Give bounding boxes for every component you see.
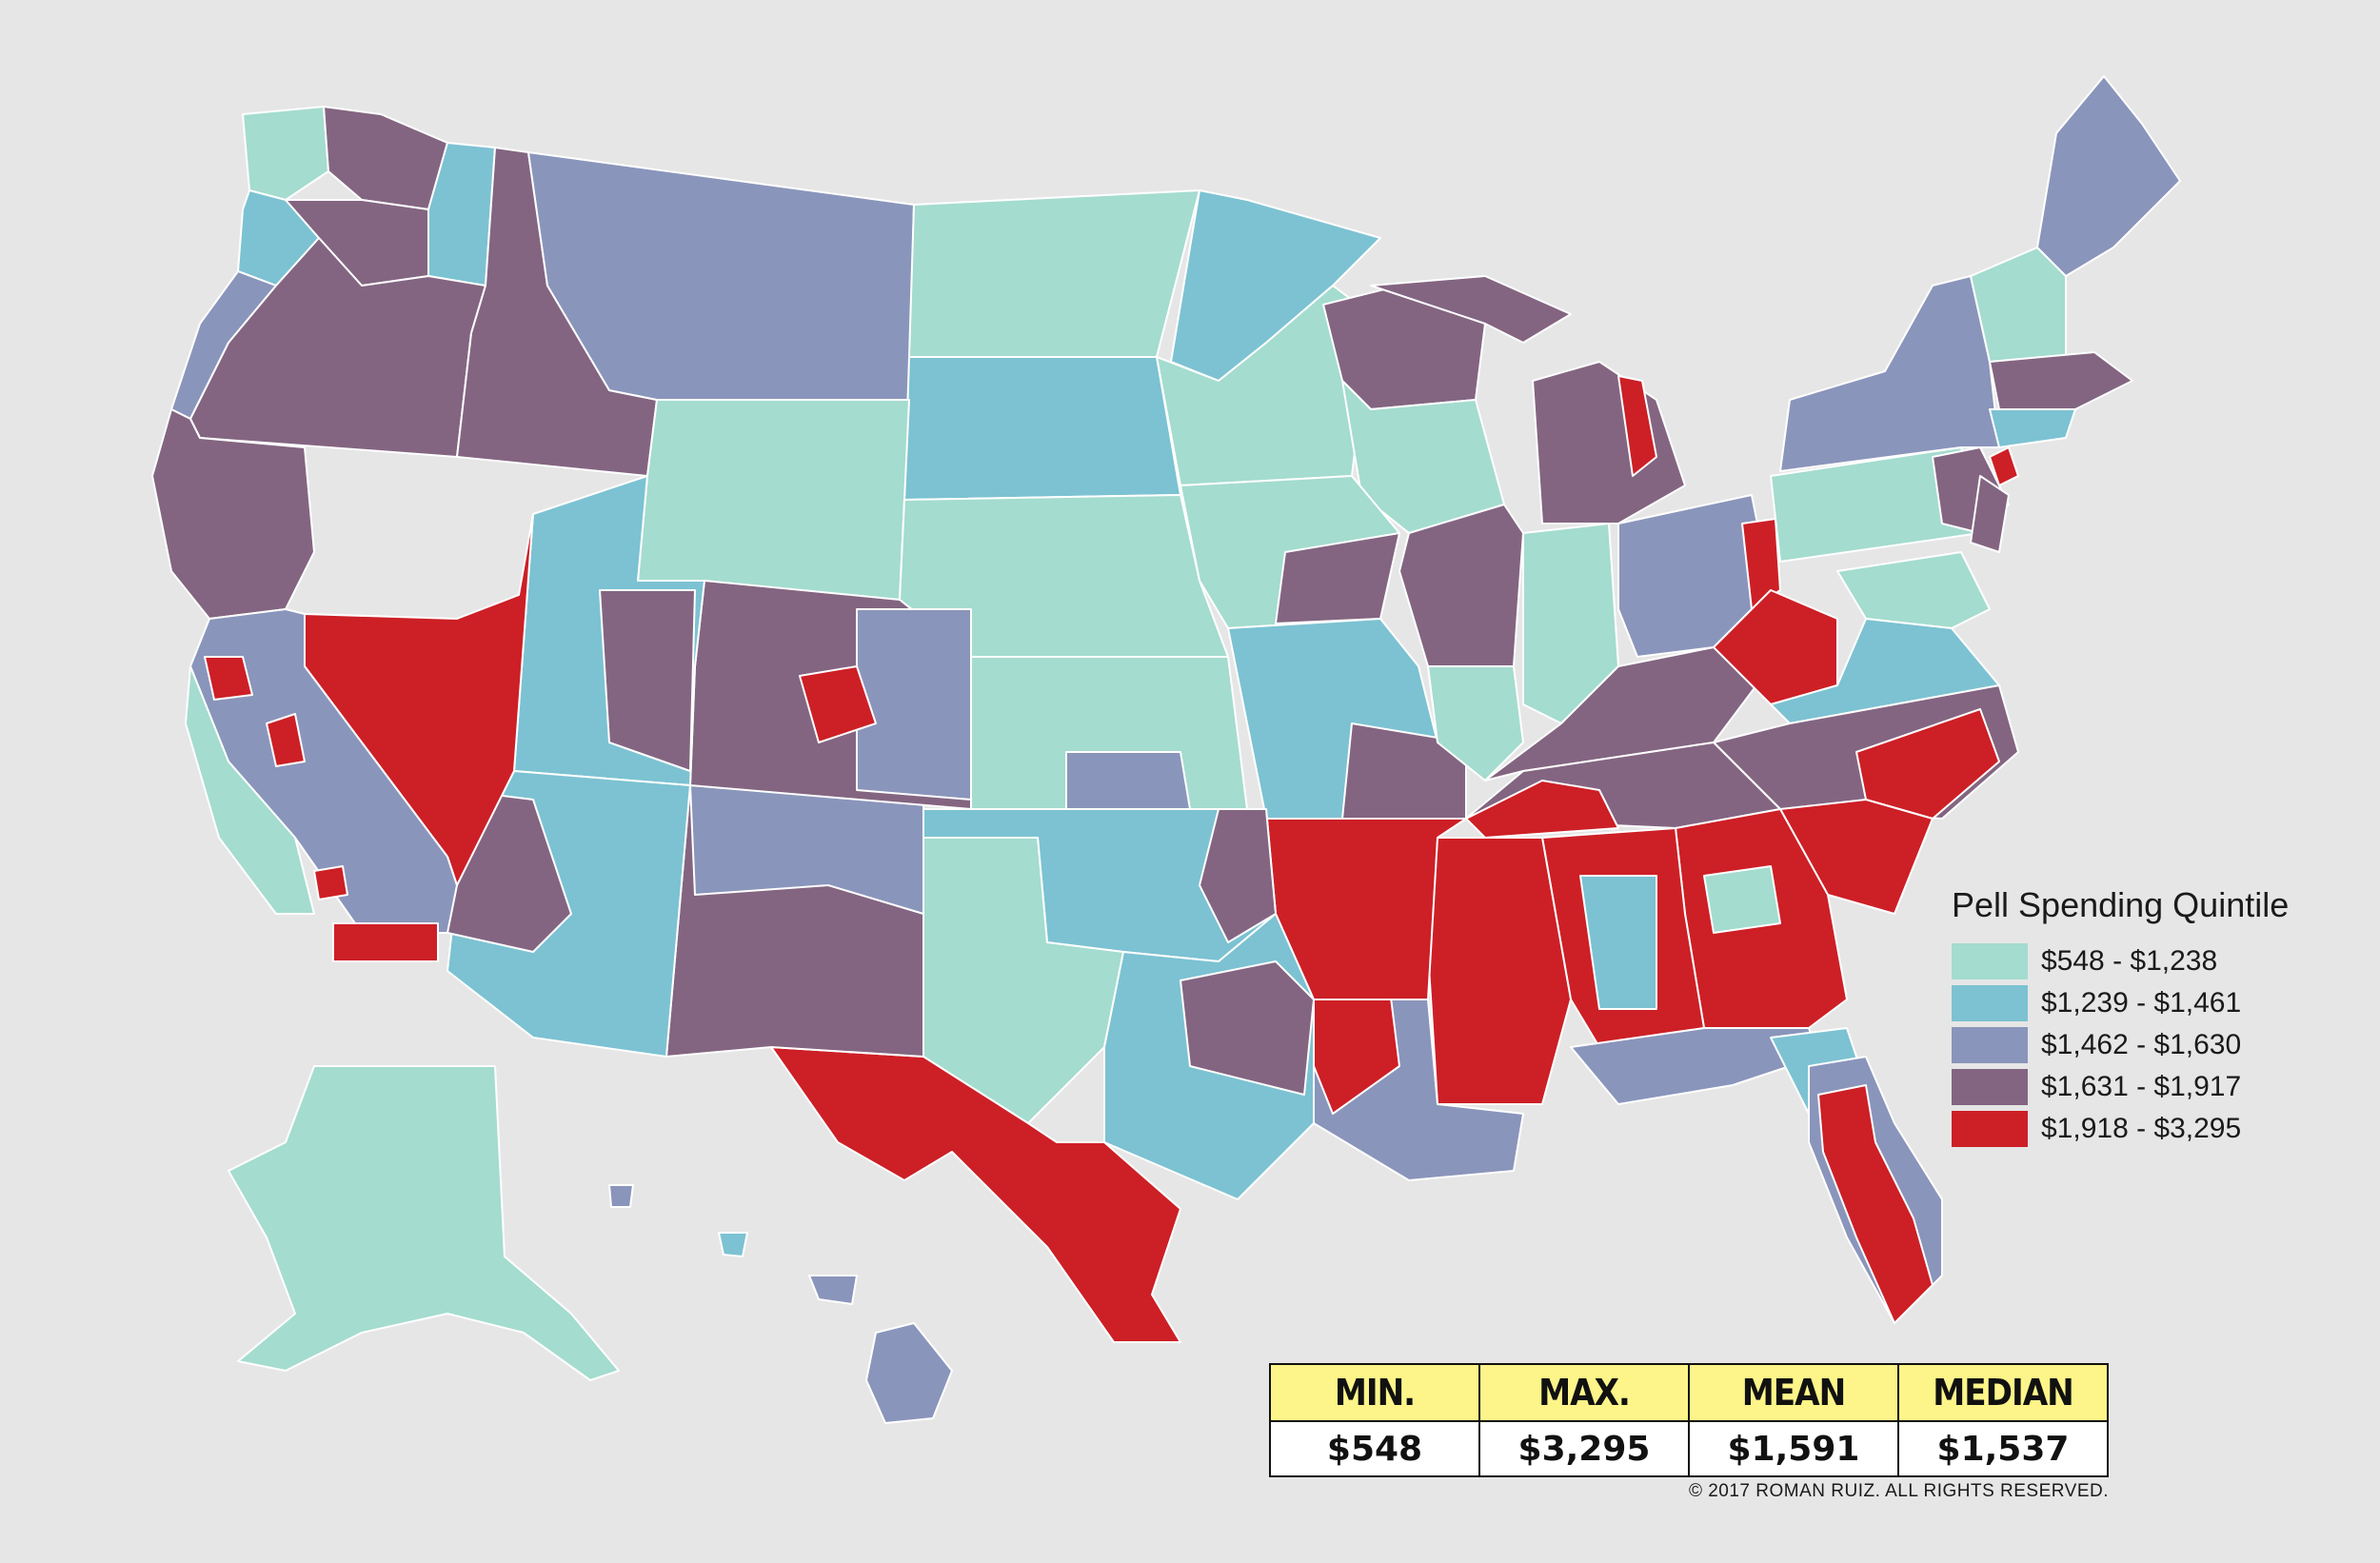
- region-utah-east: [599, 589, 696, 772]
- region-vermont-nh: [1970, 247, 2067, 363]
- region-north-carolina-red: [1855, 708, 2000, 820]
- region-georgia-atlanta: [1703, 865, 1781, 934]
- region-alaska: [228, 1065, 620, 1381]
- region-mississippi: [1427, 837, 1572, 1105]
- stats-header-max: MAX.: [1478, 1363, 1690, 1422]
- region-hawaii-kauai: [608, 1184, 634, 1208]
- region-oklahoma-east: [1199, 808, 1277, 943]
- region-michigan-detroit: [1617, 375, 1657, 477]
- region-california-south: [332, 922, 439, 962]
- region-maryland-delaware: [1836, 551, 1991, 629]
- region-new-jersey: [1970, 475, 2010, 553]
- stats-table: MIN. MAX. MEAN MEDIAN $548 $3,295 $1,591…: [1269, 1363, 2109, 1477]
- region-maine: [2036, 75, 2181, 277]
- legend-swatch-q1: [1952, 943, 2028, 979]
- legend-label-q1: $548 - $1,238: [2041, 945, 2218, 977]
- legend-item-q5: $1,918 - $3,295: [1952, 1108, 2332, 1150]
- legend: Pell Spending Quintile $548 - $1,238 $1,…: [1952, 885, 2332, 1150]
- region-alabama-center: [1579, 875, 1657, 1010]
- legend-swatch-q2: [1952, 985, 2028, 1021]
- region-massachusetts: [1989, 351, 2133, 410]
- stats-header-row: MIN. MAX. MEAN MEDIAN: [1269, 1363, 2109, 1422]
- region-wyoming: [637, 399, 910, 601]
- copyright-notice: © 2017 ROMAN RUIZ. ALL RIGHTS RESERVED.: [1688, 1481, 2109, 1501]
- region-california-north: [151, 408, 315, 620]
- region-ohio-red: [1741, 518, 1781, 610]
- region-hawaii-big-island: [865, 1322, 953, 1424]
- region-washington-coast: [242, 106, 329, 201]
- legend-item-q1: $548 - $1,238: [1952, 940, 2332, 982]
- stats-header-mean: MEAN: [1688, 1363, 1899, 1422]
- region-colorado-east: [856, 608, 972, 801]
- region-texas-east-purple: [1180, 960, 1315, 1096]
- region-connecticut-ri: [1989, 408, 2076, 448]
- region-new-york: [1779, 275, 2000, 472]
- legend-swatch-q4: [1952, 1069, 2028, 1105]
- region-california-bay: [204, 656, 253, 701]
- region-florida-red: [1817, 1084, 1934, 1324]
- region-california-coast: [185, 665, 315, 915]
- region-illinois-central: [1427, 665, 1524, 782]
- legend-label-q4: $1,631 - $1,917: [2041, 1071, 2242, 1102]
- legend-title: Pell Spending Quintile: [1952, 885, 2290, 924]
- region-colorado-denver: [799, 665, 877, 743]
- region-tennessee-west: [1465, 780, 1619, 839]
- stats-value-mean: $1,591: [1688, 1420, 1899, 1477]
- region-michigan-up: [1370, 275, 1572, 344]
- region-hawaii-oahu: [718, 1232, 748, 1257]
- region-north-dakota: [908, 189, 1200, 358]
- region-michigan-lower: [1532, 361, 1686, 524]
- region-south-dakota: [903, 356, 1181, 501]
- legend-label-q5: $1,918 - $3,295: [2041, 1113, 2242, 1144]
- legend-item-q4: $1,631 - $1,917: [1952, 1066, 2332, 1108]
- region-california-la: [313, 865, 348, 900]
- region-kansas-south: [1065, 751, 1191, 810]
- region-west-virginia: [1713, 589, 1838, 705]
- region-california-central-red: [266, 713, 306, 767]
- stats-header-min: MIN.: [1269, 1363, 1480, 1422]
- legend-item-q2: $1,239 - $1,461: [1952, 982, 2332, 1024]
- legend-swatch-q3: [1952, 1027, 2028, 1063]
- stats-value-row: $548 $3,295 $1,591 $1,537: [1269, 1420, 2109, 1477]
- legend-label-q2: $1,239 - $1,461: [2041, 987, 2242, 1019]
- legend-label-q3: $1,462 - $1,630: [2041, 1029, 2242, 1060]
- region-new-york-city: [1989, 446, 2019, 486]
- stats-value-min: $548: [1269, 1420, 1480, 1477]
- region-washington-puget: [323, 106, 448, 210]
- legend-item-q3: $1,462 - $1,630: [1952, 1024, 2332, 1066]
- legend-swatch-q5: [1952, 1111, 2028, 1147]
- stats-value-max: $3,295: [1478, 1420, 1690, 1477]
- region-hawaii-maui: [808, 1275, 858, 1305]
- region-texas-west: [770, 1046, 1181, 1343]
- stats-header-median: MEDIAN: [1897, 1363, 2109, 1422]
- stats-value-median: $1,537: [1897, 1420, 2109, 1477]
